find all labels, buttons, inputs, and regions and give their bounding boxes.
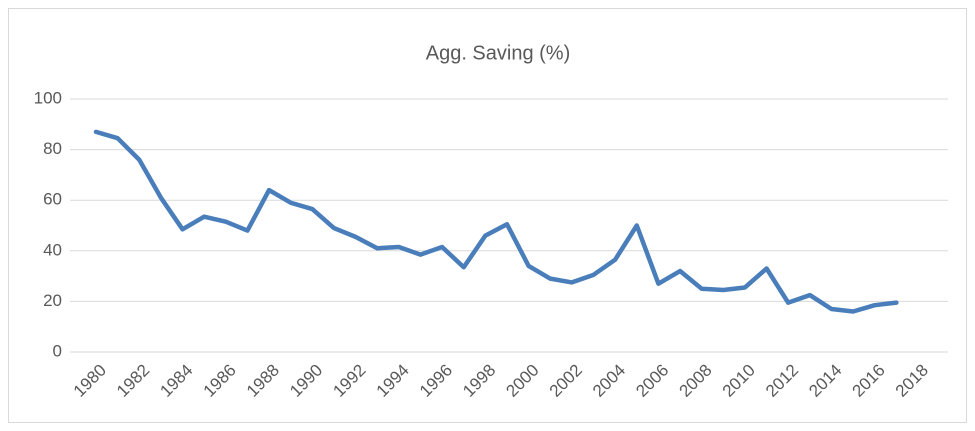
y-tick-label: 100 [34, 88, 62, 107]
y-tick-label: 0 [53, 341, 62, 360]
y-tick-label: 80 [43, 139, 62, 158]
chart-frame [8, 8, 967, 423]
y-tick-label: 20 [43, 291, 62, 310]
y-tick-label: 40 [43, 240, 62, 259]
y-tick-label: 60 [43, 190, 62, 209]
chart-title: Agg. Saving (%) [426, 42, 571, 64]
data-line [93, 129, 899, 314]
